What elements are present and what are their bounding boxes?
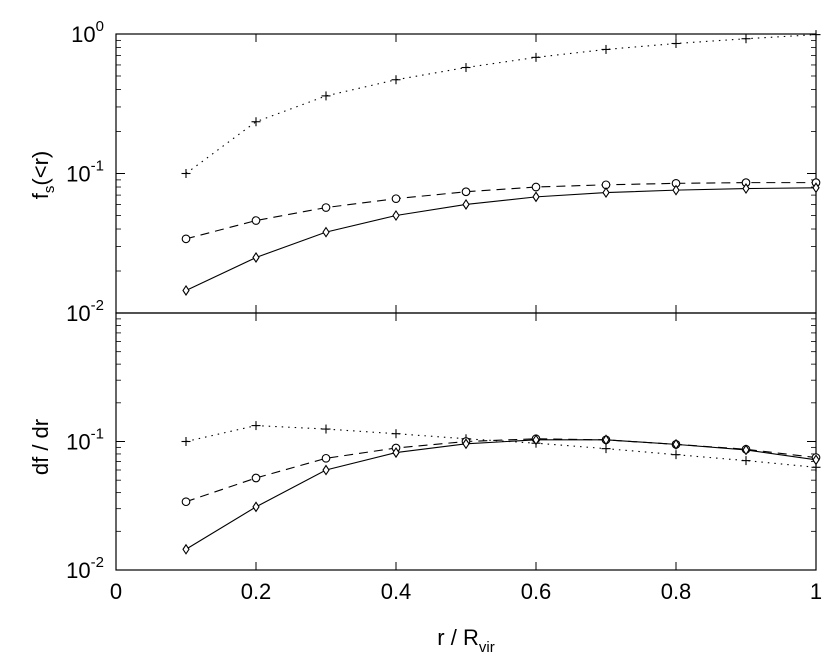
top-ytick-label-exp-1: -1 (91, 158, 104, 175)
top-ytick-label-base-0: 10 (66, 301, 90, 326)
top-series-dashed-marker-1 (251, 216, 261, 225)
bottom-series-dashed-marker-0 (181, 497, 191, 507)
bottom-series-dotted-marker-6 (601, 444, 611, 454)
xtick-label-3: 0.6 (521, 579, 552, 604)
bottom-ytick-label-base-0: 10 (66, 558, 90, 583)
top-series-solid-line (185, 187, 817, 291)
top-ytick-label-exp-2: 0 (96, 18, 104, 35)
top-series-dotted-line (185, 34, 817, 174)
top-series-dotted-marker-9 (811, 30, 821, 40)
bottom-series-dotted-marker-8 (741, 456, 751, 466)
bottom-ylabel: df / dr (28, 419, 53, 475)
top-series-solid-marker-2 (322, 226, 330, 238)
bottom-series-solid-marker-5 (532, 434, 540, 446)
top-series-solid-marker-7 (672, 184, 680, 196)
top-series-dashed-marker-2 (321, 203, 331, 212)
top-series-dashed-marker-5 (531, 182, 541, 192)
bottom-series-dashed-marker-1 (251, 473, 261, 483)
top-series-dotted-marker-2 (321, 91, 331, 101)
bottom-series-dotted-line (185, 425, 817, 468)
top-series-dashed-marker-0 (181, 234, 191, 244)
top-ytick-label-base-2: 10 (71, 22, 95, 47)
bottom-series-solid-marker-3 (392, 447, 400, 459)
bottom-series-solid-marker-2 (322, 464, 330, 476)
top-series-dashed-line (185, 182, 816, 240)
bottom-series-solid-marker-4 (462, 438, 470, 450)
x-axis-label-main: r / R (437, 625, 479, 650)
top-series-dotted-marker-6 (601, 44, 611, 54)
bottom-series-solid-marker-9 (812, 454, 820, 466)
bottom-ytick-label-0: 10-2 (66, 554, 104, 583)
axis-labels: fs(<r) df / dr r / Rvir (28, 151, 495, 656)
bottom-series-dotted-marker-2 (321, 424, 331, 434)
top-series-dotted-marker-1 (251, 117, 261, 127)
bottom-series-solid-marker-8 (742, 444, 750, 456)
top-series-dotted-marker-7 (671, 38, 681, 48)
bottom-ytick-label-exp-0: -2 (91, 554, 104, 571)
bottom-series-dotted-marker-7 (671, 450, 681, 460)
top-series-dotted-marker-4 (461, 63, 471, 73)
bottom-series-dotted-marker-0 (181, 437, 191, 446)
bottom-ytick-label-base-1: 10 (66, 430, 90, 455)
top-plot-frame (115, 33, 817, 314)
bottom-ytick-label-exp-1: -1 (91, 426, 104, 443)
top-series-solid-marker-5 (532, 191, 540, 203)
top-series-solid-marker-1 (252, 251, 260, 263)
bottom-series-solid-marker-0 (182, 543, 190, 555)
xtick-label-2: 0.4 (381, 579, 412, 604)
top-ylabel: fs(<r) (28, 151, 58, 199)
xtick-label-5: 1 (810, 579, 822, 604)
bottom-series-solid-marker-7 (672, 438, 680, 450)
bottom-series-solid-line (185, 439, 817, 550)
top-series-dotted-marker-0 (181, 169, 191, 178)
bottom-series-solid-marker-1 (252, 501, 260, 513)
top-ytick-label-0: 10-2 (66, 297, 104, 326)
top-series-solid-marker-9 (812, 182, 820, 194)
top-series-dashed-marker-3 (391, 194, 401, 204)
top-series-dotted-marker-8 (741, 34, 751, 44)
top-series-solid-marker-8 (742, 183, 750, 195)
top-series-solid-marker-3 (392, 210, 400, 221)
top-ylabel-main: f (28, 192, 53, 199)
top-ylabel-tail: (<r) (28, 151, 53, 186)
top-ytick-label-base-1: 10 (66, 162, 90, 187)
top-series-solid-marker-0 (182, 284, 190, 296)
bottom-series-dotted-marker-1 (251, 421, 261, 431)
bottom-series-dotted-marker-3 (391, 429, 401, 439)
x-axis-label: r / Rvir (437, 625, 494, 656)
bottom-panel: 10-210-10 0.2 0.4 0.6 0.8 1 (66, 312, 822, 604)
xtick-label-1: 0.2 (241, 579, 272, 604)
top-series-dotted-marker-3 (391, 75, 401, 85)
top-ytick-label-exp-0: -2 (91, 297, 104, 314)
top-ytick-label-1: 10-1 (66, 158, 104, 187)
xtick-label-4: 0.8 (661, 579, 692, 604)
bottom-series-solid-marker-6 (602, 434, 610, 446)
top-series-dotted-marker-5 (531, 52, 541, 62)
top-series-solid-marker-4 (462, 198, 470, 210)
top-ylabel-sub: s (41, 186, 58, 194)
bottom-ytick-label-1: 10-1 (66, 426, 104, 455)
top-ytick-label-2: 100 (71, 18, 104, 47)
bottom-series-dashed-marker-2 (321, 453, 331, 463)
xtick-label-0: 0 (110, 579, 122, 604)
top-series-dashed-marker-4 (461, 187, 471, 197)
top-series-solid-marker-6 (602, 187, 610, 199)
x-axis-label-sub: vir (479, 639, 495, 656)
